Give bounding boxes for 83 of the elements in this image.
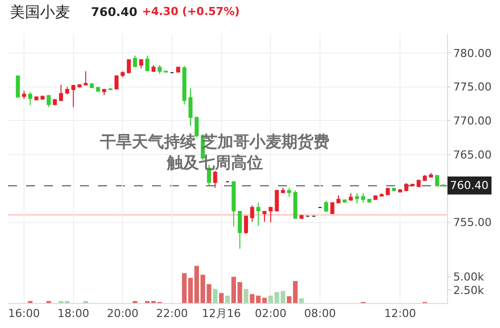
x-tick-label: 12月16	[202, 307, 241, 320]
candlestick	[59, 84, 64, 102]
candlestick	[299, 214, 304, 220]
candlestick	[354, 192, 359, 204]
y-tick-label: 755.00	[453, 216, 492, 230]
candlestick	[410, 183, 414, 187]
x-tick-label: 22:00	[156, 307, 188, 320]
candlestick	[126, 59, 131, 74]
candlestick	[256, 202, 260, 226]
candlestick	[232, 181, 236, 227]
x-tick-label: 18:00	[58, 307, 90, 320]
candlestick	[342, 198, 347, 204]
candlestick	[46, 94, 51, 108]
chart-title: 美国小麦	[10, 3, 70, 21]
candlestick	[404, 182, 408, 192]
bar	[219, 293, 224, 303]
text: +4.30 (+0.57%)	[142, 5, 240, 18]
candlestick	[293, 190, 298, 219]
candlestick	[250, 204, 254, 222]
candlestick	[176, 66, 180, 74]
candlestick	[416, 179, 421, 188]
candlestick	[71, 84, 76, 108]
x-tick-label: 16:00	[8, 307, 40, 320]
candlestick	[422, 174, 427, 182]
bar	[244, 288, 248, 303]
ref-line-label: 760.40	[450, 179, 488, 192]
candlestick	[102, 88, 106, 96]
candlestick	[40, 95, 45, 100]
candlestick	[428, 172, 433, 178]
y-tick-label: 770.00	[453, 114, 492, 128]
bar	[225, 296, 230, 303]
candlestick	[348, 192, 353, 202]
candlestick	[435, 174, 440, 187]
candlestick	[16, 76, 20, 98]
candlestick	[280, 187, 285, 194]
candlestick	[114, 74, 119, 90]
candlestick	[96, 86, 100, 93]
candlestick	[158, 64, 162, 74]
candlestick	[441, 184, 446, 187]
candlestick	[367, 198, 372, 204]
candlestick	[268, 206, 273, 223]
candlestick	[244, 215, 248, 234]
candlestick	[336, 194, 340, 204]
candlestick	[120, 70, 125, 78]
candlestick	[330, 202, 334, 214]
candlestick	[145, 55, 150, 72]
candlestick	[188, 88, 193, 127]
candlestick	[373, 194, 378, 201]
candlestick	[274, 190, 279, 212]
candlestick	[398, 188, 402, 194]
candlestick	[139, 58, 144, 70]
candlestick	[361, 192, 366, 204]
candlestick	[78, 84, 82, 88]
y-tick-label: 775.00	[453, 80, 492, 94]
candlestick	[84, 70, 88, 86]
candlestick	[194, 116, 199, 138]
x-tick-label: 02:00	[254, 307, 287, 320]
y-tick-label: 780.00	[453, 46, 492, 60]
x-tick-label: 20:00	[106, 307, 139, 320]
candlestick	[28, 92, 32, 106]
candlestick	[152, 64, 156, 72]
candlestick	[133, 55, 138, 68]
candlestick	[22, 90, 26, 100]
y-tick-label: 765.00	[453, 148, 492, 162]
x-tick-label: 12:00	[384, 307, 416, 320]
candlestick	[324, 200, 328, 213]
candlestick	[262, 210, 266, 222]
candlestick	[380, 192, 384, 198]
candlestick	[34, 96, 38, 101]
candlestick	[386, 187, 390, 196]
bar	[212, 288, 218, 303]
candlestick	[182, 65, 186, 105]
y2-tick-label: 5.00k	[453, 270, 485, 284]
candlestick	[90, 82, 94, 89]
candlestick	[213, 170, 218, 188]
candlestick	[52, 98, 57, 106]
x-tick-label: 08:00	[304, 307, 336, 320]
candlestick	[287, 187, 292, 198]
candlestick	[238, 211, 242, 250]
y2-tick-label: 2.50k	[453, 284, 485, 297]
text: 760.40	[91, 5, 138, 19]
candlestick	[65, 86, 70, 95]
bar	[299, 298, 304, 303]
